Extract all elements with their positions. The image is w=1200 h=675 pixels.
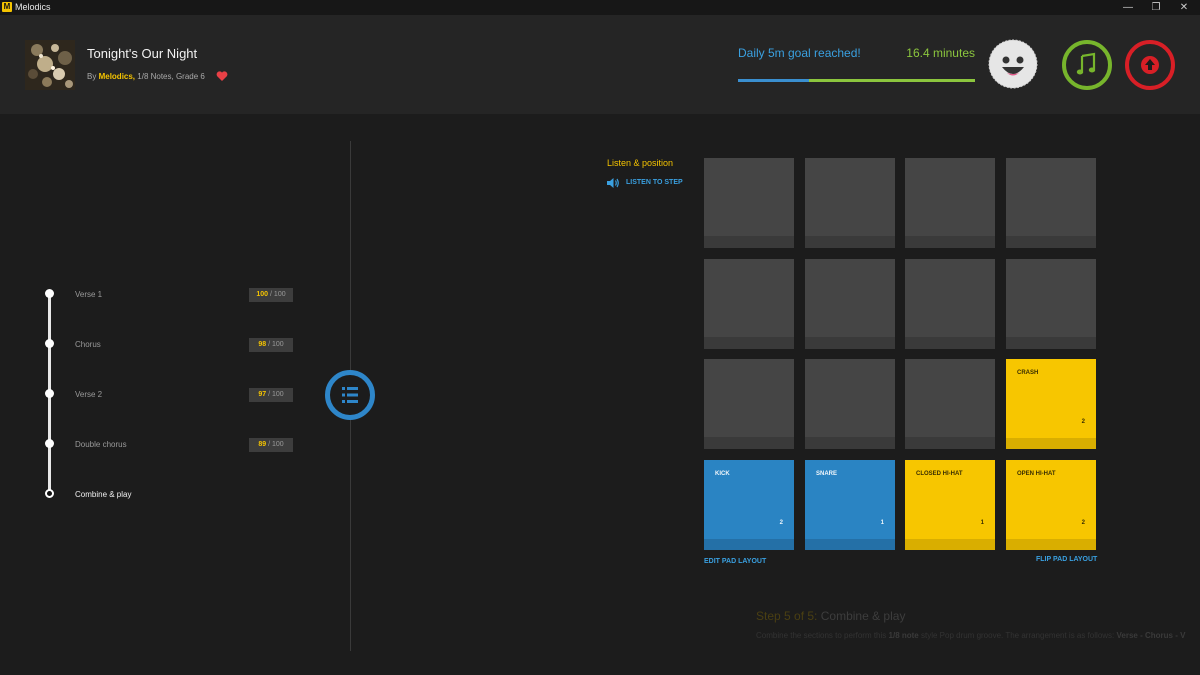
close-button[interactable]: ✕ [1179, 2, 1189, 13]
section-node-verse-2[interactable] [45, 389, 54, 398]
smiley-face-icon [988, 39, 1038, 89]
pad-hit-count: 1 [880, 520, 884, 526]
drum-pad-empty[interactable] [905, 158, 995, 248]
melodics-logo-icon: M [2, 2, 12, 12]
music-button[interactable] [1062, 40, 1112, 90]
by-label: By [87, 72, 97, 81]
section-node-verse-1[interactable] [45, 289, 54, 298]
section-node-double-chorus[interactable] [45, 439, 54, 448]
pad-hit-count: 2 [1081, 419, 1085, 425]
drum-pad-empty[interactable] [1006, 259, 1096, 349]
section-label-double-chorus[interactable]: Double chorus [75, 440, 127, 449]
section-label-chorus[interactable]: Chorus [75, 340, 101, 349]
song-title: Tonight's Our Night [87, 46, 198, 61]
edit-pad-layout-link[interactable]: EDIT PAD LAYOUT [704, 558, 767, 565]
artist-link[interactable]: Melodics, [98, 72, 136, 81]
listen-to-step-label: LISTEN TO STEP [626, 179, 683, 186]
window-title: Melodics [15, 2, 51, 12]
section-node-chorus[interactable] [45, 339, 54, 348]
upload-button[interactable] [1125, 40, 1175, 90]
score-badge-double-chorus: 89 / 100 [249, 438, 293, 452]
restore-button[interactable]: ❐ [1151, 2, 1161, 13]
drum-pad-empty[interactable] [905, 259, 995, 349]
section-node-combine-play[interactable] [45, 489, 54, 498]
heart-icon[interactable] [216, 70, 228, 82]
pad-name: KICK [715, 471, 730, 477]
section-label-verse-2[interactable]: Verse 2 [75, 390, 103, 399]
score-badge-verse-1: 100 / 100 [249, 288, 293, 302]
pad-name: CRASH [1017, 370, 1039, 376]
song-meta: By Melodics, 1/8 Notes, Grade 6 [87, 72, 205, 81]
music-note-icon [1076, 52, 1096, 75]
listen-position-title: Listen & position [607, 158, 674, 168]
section-label-verse-1[interactable]: Verse 1 [75, 290, 103, 299]
drum-pad-empty[interactable] [905, 359, 995, 449]
drum-pad-empty[interactable] [805, 158, 895, 248]
goal-progress-bar [738, 79, 975, 82]
speaker-icon [607, 178, 619, 188]
drum-pad-empty[interactable] [805, 259, 895, 349]
drum-pad-snare[interactable]: SNARE 1 [805, 460, 895, 550]
song-details: 1/8 Notes, Grade 6 [137, 72, 205, 81]
score-badge-verse-2: 97 / 100 [249, 388, 293, 402]
pad-name: OPEN HI-HAT [1017, 471, 1056, 477]
drum-pad-empty[interactable] [704, 359, 794, 449]
minimize-button[interactable]: — [1123, 2, 1133, 13]
pad-hit-count: 2 [1081, 520, 1085, 526]
pad-name: CLOSED HI-HAT [916, 471, 963, 477]
drum-pad-open-hihat[interactable]: OPEN HI-HAT 2 [1006, 460, 1096, 550]
step-title: Step 5 of 5: Combine & play [756, 609, 906, 623]
flip-pad-layout-link[interactable]: FLIP PAD LAYOUT [1036, 556, 1098, 563]
drum-pad-closed-hihat[interactable]: CLOSED HI-HAT 1 [905, 460, 995, 550]
drum-pad-empty[interactable] [805, 359, 895, 449]
title-bar: M Melodics — ❐ ✕ [0, 0, 1200, 15]
step-description: Combine the sections to perform this 1/8… [756, 631, 1186, 640]
daily-goal-text: Daily 5m goal reached! [738, 46, 861, 60]
practice-minutes: 16.4 minutes [906, 46, 975, 60]
drum-pad-empty[interactable] [1006, 158, 1096, 248]
list-icon [342, 387, 358, 403]
pad-hit-count: 2 [779, 520, 783, 526]
album-cover [25, 40, 75, 90]
pad-name: SNARE [816, 471, 838, 477]
drum-pad-empty[interactable] [704, 158, 794, 248]
section-list-button[interactable] [325, 370, 375, 420]
drum-pad-kick[interactable]: KICK 2 [704, 460, 794, 550]
arrow-up-icon [1141, 56, 1159, 74]
score-badge-chorus: 98 / 100 [249, 338, 293, 352]
drum-pad-empty[interactable] [704, 259, 794, 349]
section-label-combine-play[interactable]: Combine & play [75, 490, 132, 499]
lesson-header: Tonight's Our Night By Melodics, 1/8 Not… [0, 15, 1200, 114]
goal-progress-fill [738, 79, 810, 82]
pad-hit-count: 1 [980, 520, 984, 526]
drum-pad-crash[interactable]: CRASH 2 [1006, 359, 1096, 449]
